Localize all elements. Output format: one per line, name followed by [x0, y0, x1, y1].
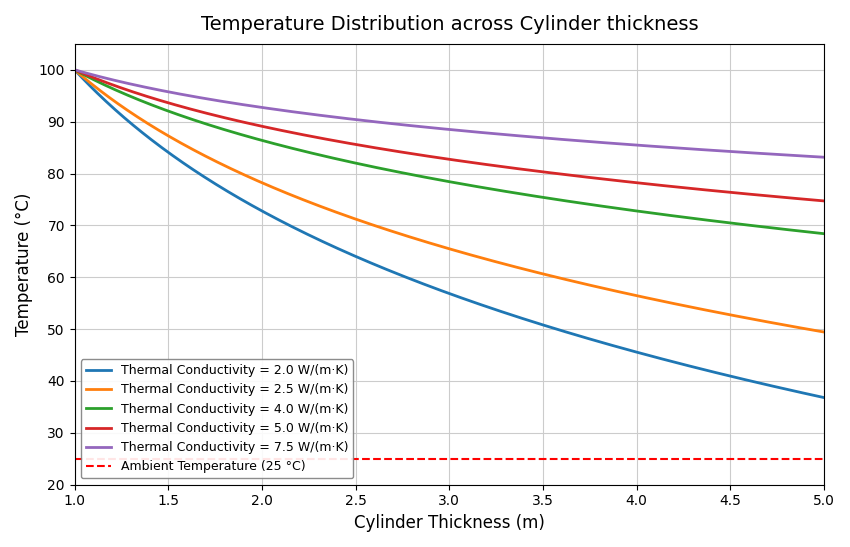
Thermal Conductivity = 7.5 W/(m·K): [430, 125, 440, 131]
Thermal Conductivity = 2.0 W/(m·K): [70, 67, 80, 73]
Thermal Conductivity = 2.5 W/(m·K): [430, 241, 440, 248]
Title: Temperature Distribution across Cylinder thickness: Temperature Distribution across Cylinder…: [201, 15, 698, 34]
Thermal Conductivity = 2.5 W/(m·K): [683, 304, 694, 310]
Thermal Conductivity = 2.5 W/(m·K): [70, 67, 80, 73]
Thermal Conductivity = 7.5 W/(m·K): [819, 154, 829, 160]
Thermal Conductivity = 5.0 W/(m·K): [426, 153, 436, 160]
Thermal Conductivity = 7.5 W/(m·K): [683, 146, 694, 152]
Thermal Conductivity = 4.0 W/(m·K): [426, 175, 436, 182]
Thermal Conductivity = 5.0 W/(m·K): [801, 196, 811, 202]
Line: Thermal Conductivity = 4.0 W/(m·K): Thermal Conductivity = 4.0 W/(m·K): [75, 70, 824, 234]
Thermal Conductivity = 5.0 W/(m·K): [430, 154, 440, 160]
Thermal Conductivity = 2.5 W/(m·K): [801, 325, 811, 332]
Legend: Thermal Conductivity = 2.0 W/(m·K), Thermal Conductivity = 2.5 W/(m·K), Thermal : Thermal Conductivity = 2.0 W/(m·K), Ther…: [81, 359, 354, 479]
Thermal Conductivity = 2.0 W/(m·K): [430, 285, 440, 292]
Thermal Conductivity = 2.0 W/(m·K): [426, 283, 436, 290]
X-axis label: Cylinder Thickness (m): Cylinder Thickness (m): [354, 514, 545, 532]
Thermal Conductivity = 4.0 W/(m·K): [819, 230, 829, 237]
Thermal Conductivity = 4.0 W/(m·K): [516, 190, 526, 197]
Ambient Temperature (25 °C): [70, 456, 80, 462]
Thermal Conductivity = 5.0 W/(m·K): [516, 166, 526, 172]
Line: Thermal Conductivity = 2.5 W/(m·K): Thermal Conductivity = 2.5 W/(m·K): [75, 70, 824, 332]
Thermal Conductivity = 4.0 W/(m·K): [683, 214, 694, 221]
Thermal Conductivity = 2.0 W/(m·K): [819, 394, 829, 401]
Thermal Conductivity = 7.5 W/(m·K): [801, 153, 811, 160]
Thermal Conductivity = 2.0 W/(m·K): [475, 301, 485, 308]
Thermal Conductivity = 2.5 W/(m·K): [426, 240, 436, 247]
Thermal Conductivity = 5.0 W/(m·K): [819, 197, 829, 204]
Thermal Conductivity = 2.0 W/(m·K): [516, 315, 526, 321]
Line: Thermal Conductivity = 7.5 W/(m·K): Thermal Conductivity = 7.5 W/(m·K): [75, 70, 824, 157]
Line: Thermal Conductivity = 5.0 W/(m·K): Thermal Conductivity = 5.0 W/(m·K): [75, 70, 824, 201]
Line: Thermal Conductivity = 2.0 W/(m·K): Thermal Conductivity = 2.0 W/(m·K): [75, 70, 824, 398]
Thermal Conductivity = 2.5 W/(m·K): [819, 329, 829, 335]
Thermal Conductivity = 5.0 W/(m·K): [475, 160, 485, 167]
Thermal Conductivity = 7.5 W/(m·K): [426, 124, 436, 131]
Thermal Conductivity = 4.0 W/(m·K): [70, 67, 80, 73]
Thermal Conductivity = 7.5 W/(m·K): [516, 133, 526, 139]
Thermal Conductivity = 7.5 W/(m·K): [70, 67, 80, 73]
Thermal Conductivity = 2.5 W/(m·K): [475, 254, 485, 261]
Thermal Conductivity = 7.5 W/(m·K): [475, 129, 485, 136]
Thermal Conductivity = 4.0 W/(m·K): [475, 184, 485, 190]
Y-axis label: Temperature (°C): Temperature (°C): [15, 193, 33, 336]
Thermal Conductivity = 2.0 W/(m·K): [801, 391, 811, 397]
Thermal Conductivity = 4.0 W/(m·K): [801, 229, 811, 235]
Thermal Conductivity = 5.0 W/(m·K): [70, 67, 80, 73]
Thermal Conductivity = 2.5 W/(m·K): [516, 265, 526, 271]
Thermal Conductivity = 4.0 W/(m·K): [430, 176, 440, 182]
Thermal Conductivity = 2.0 W/(m·K): [683, 363, 694, 369]
Thermal Conductivity = 5.0 W/(m·K): [683, 185, 694, 191]
